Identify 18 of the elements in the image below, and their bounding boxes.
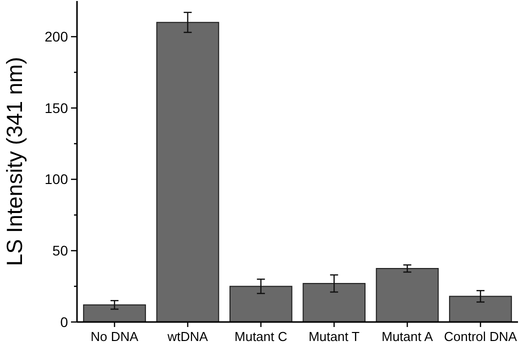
y-tick-label: 200 [44,28,68,45]
x-tick-label: Mutant C [234,329,288,344]
x-tick-label: No DNA [90,329,139,344]
bar [83,304,146,322]
y-tick-label: 150 [44,100,68,116]
y-tick-label: 0 [60,314,68,330]
bar [229,286,292,322]
bar [376,268,439,322]
bar [449,296,512,322]
x-tick-label: wtDNA [166,329,208,344]
bar [302,282,366,322]
y-axis-title: LS Intensity (341 nm) [2,56,27,266]
bar [156,22,220,322]
y-tick-label: 100 [44,171,68,188]
y-tick-label: 50 [52,242,68,259]
x-tick-label: Control DNA [444,329,518,344]
x-tick-label: Mutant A [382,329,434,344]
x-tick-label: Mutant T [308,329,360,344]
